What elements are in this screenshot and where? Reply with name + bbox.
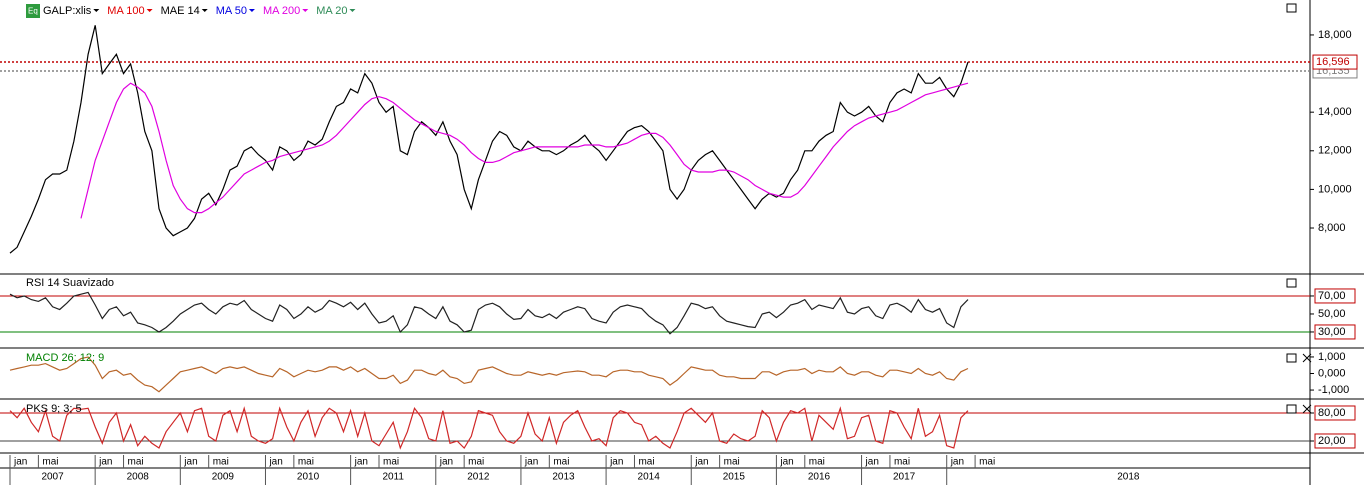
x-tick-label: mai: [468, 457, 484, 468]
legend-dropdown[interactable]: [302, 9, 309, 12]
year-label: 2011: [382, 472, 404, 483]
price-marker-box: [1312, 54, 1358, 70]
year-label: 2014: [638, 472, 661, 483]
x-tick-label: mai: [724, 457, 740, 468]
series-line: [9, 291, 969, 335]
x-tick-label: jan: [609, 457, 623, 468]
series-line: [9, 356, 969, 393]
y-tick-label: 10,000: [1318, 183, 1352, 195]
panel-title[interactable]: PKS 9; 3; 5: [26, 403, 82, 415]
x-tick-label: mai: [894, 457, 910, 468]
y-tick-label: -1,000: [1318, 384, 1349, 396]
x-tick-label: jan: [354, 457, 368, 468]
year-label: 2009: [212, 472, 235, 483]
year-label: 2016: [808, 472, 831, 483]
x-tick-label: mai: [979, 457, 995, 468]
y-tick-label: 18,000: [1318, 29, 1352, 41]
y-tick-label: 70,00: [1318, 290, 1346, 302]
x-tick-label: jan: [268, 457, 282, 468]
legend-entry[interactable]: MA 200: [263, 5, 300, 17]
legend-entry[interactable]: GALP:xlis: [43, 5, 92, 17]
legend-entry[interactable]: MAE 14: [161, 5, 200, 17]
series-line: [9, 406, 969, 450]
series-line: [80, 82, 969, 219]
close-button[interactable]: [1302, 353, 1312, 363]
x-tick-label: mai: [553, 457, 569, 468]
year-label: 2017: [893, 472, 916, 483]
x-tick-label: jan: [439, 457, 453, 468]
panel-title[interactable]: RSI 14 Suavizado: [26, 277, 114, 289]
y-tick-box: [1314, 288, 1356, 304]
y-tick-label: 12,000: [1318, 145, 1352, 157]
legend-dropdown[interactable]: [201, 9, 208, 12]
x-tick-label: mai: [383, 457, 399, 468]
y-tick-label: 80,00: [1318, 407, 1346, 419]
year-label: 2010: [297, 472, 320, 483]
panel-button[interactable]: [1286, 404, 1297, 414]
panel-button[interactable]: [1286, 278, 1297, 288]
legend-dropdown[interactable]: [349, 9, 356, 12]
year-label: 2018: [1117, 472, 1140, 483]
year-label: 2013: [552, 472, 575, 483]
x-tick-label: jan: [13, 457, 27, 468]
y-tick-label: 50,00: [1318, 308, 1346, 320]
x-tick-label: mai: [809, 457, 825, 468]
x-tick-label: mai: [213, 457, 229, 468]
x-tick-label: jan: [865, 457, 879, 468]
x-tick-label: mai: [42, 457, 58, 468]
x-tick-label: jan: [98, 457, 112, 468]
legend-entry[interactable]: MA 50: [216, 5, 247, 17]
legend-dropdown[interactable]: [146, 9, 153, 12]
legend-entry[interactable]: MA 100: [107, 5, 144, 17]
x-tick-label: mai: [298, 457, 314, 468]
eq-icon[interactable]: [26, 4, 40, 18]
panel-title[interactable]: MACD 26; 12; 9: [26, 352, 104, 364]
series-line: [9, 25, 969, 254]
close-button[interactable]: [1302, 404, 1312, 414]
year-label: 2015: [723, 472, 746, 483]
y-tick-label: 8,000: [1318, 222, 1346, 234]
y-tick-label: 1,000: [1318, 351, 1346, 363]
x-tick-label: mai: [128, 457, 144, 468]
panel-button[interactable]: [1286, 353, 1297, 363]
x-tick-label: jan: [779, 457, 793, 468]
y-tick-box: [1314, 405, 1356, 421]
price-marker-label: 16,596: [1316, 56, 1350, 68]
year-label: 2007: [41, 472, 64, 483]
y-tick-label: 14,000: [1318, 106, 1352, 118]
legend-dropdown[interactable]: [93, 9, 100, 12]
legend-entry[interactable]: MA 20: [316, 5, 347, 17]
legend-dropdown[interactable]: [248, 9, 255, 12]
x-tick-label: jan: [950, 457, 964, 468]
year-label: 2008: [127, 472, 150, 483]
y-tick-label: 30,00: [1318, 326, 1346, 338]
x-tick-label: jan: [524, 457, 538, 468]
x-tick-label: jan: [694, 457, 708, 468]
y-tick-box: [1314, 324, 1356, 340]
x-tick-label: jan: [183, 457, 197, 468]
y-tick-label: 0,000: [1318, 367, 1346, 379]
x-tick-label: mai: [638, 457, 654, 468]
year-label: 2012: [467, 472, 490, 483]
y-tick-box: [1314, 433, 1356, 449]
eq-icon-text: Eq: [28, 7, 38, 16]
y-tick-label: 20,00: [1318, 435, 1346, 447]
panel-button[interactable]: [1286, 3, 1297, 13]
